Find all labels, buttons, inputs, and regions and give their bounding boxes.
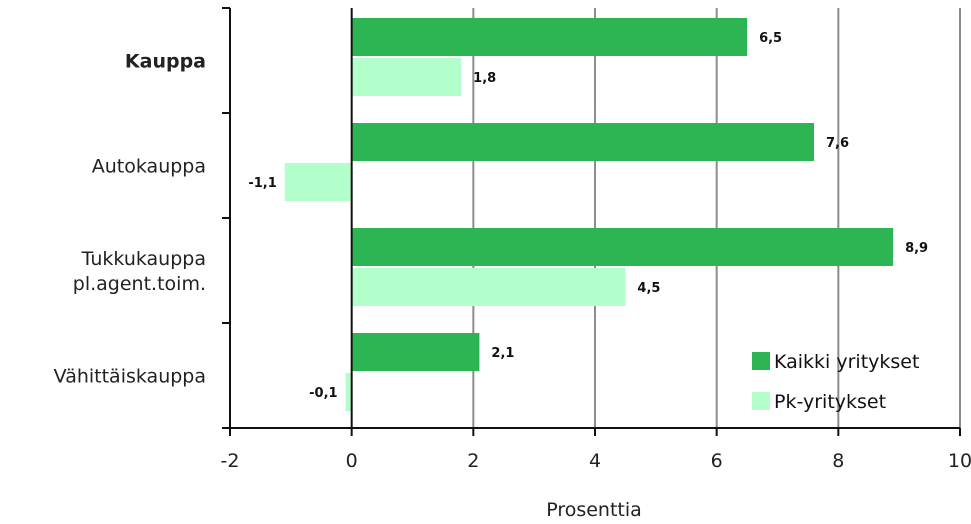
bar-s1-c0 [351, 58, 462, 96]
category-label-3: Vähittäiskauppa [54, 366, 206, 388]
legend-swatch-0 [752, 352, 770, 370]
bar-s1-c3 [345, 373, 352, 411]
bar-s0-c0 [351, 18, 748, 56]
axes [222, 7, 961, 436]
x-tick-labels: -2 0 2 4 6 8 10 [221, 450, 971, 472]
data-label-s1-c0: 1,8 [473, 71, 496, 86]
bar-s1-c1 [284, 163, 352, 201]
legend-label-0: Kaikki yritykset [774, 351, 919, 373]
bar-s0-c2 [351, 228, 894, 266]
x-tick-label-2: 2 [467, 450, 479, 472]
data-label-s1-c1: -1,1 [248, 176, 276, 191]
data-label-s0-c0: 6,5 [759, 31, 782, 46]
category-label-2-line-1: pl.agent.toim. [73, 273, 206, 295]
x-tick-label-5: 8 [832, 450, 844, 472]
bar-s0-c3 [351, 333, 480, 371]
x-tick-label-4: 6 [711, 450, 723, 472]
data-label-s1-c3: -0,1 [309, 386, 337, 401]
x-tick-label-6: 10 [948, 450, 971, 472]
legend-label-1: Pk-yritykset [774, 391, 886, 413]
bar-s0-c1 [351, 123, 814, 161]
data-labels: 6,5 7,6 8,9 2,1 1,8 -1,1 4,5 -0,1 [248, 31, 928, 401]
category-label-0: Kauppa [125, 51, 206, 73]
bar-s1-c2 [351, 268, 626, 306]
category-label-2-line-0: Tukkukauppa [81, 248, 206, 270]
x-tick-label-1: 0 [346, 450, 358, 472]
legend: Kaikki yritykset Pk-yritykset [752, 351, 919, 413]
bars [284, 18, 894, 411]
x-tick-label-3: 4 [589, 450, 601, 472]
legend-swatch-1 [752, 392, 770, 410]
data-label-s0-c1: 7,6 [826, 136, 849, 151]
category-labels: Kauppa Autokauppa Tukkukauppa pl.agent.toim… [54, 51, 206, 388]
data-label-s0-c3: 2,1 [491, 346, 514, 361]
data-label-s1-c2: 4,5 [637, 281, 660, 296]
data-label-s0-c2: 8,9 [905, 241, 928, 256]
x-tick-label-0: -2 [221, 450, 240, 472]
category-label-1: Autokauppa [92, 156, 206, 178]
x-axis-title: Prosenttia [546, 499, 642, 521]
